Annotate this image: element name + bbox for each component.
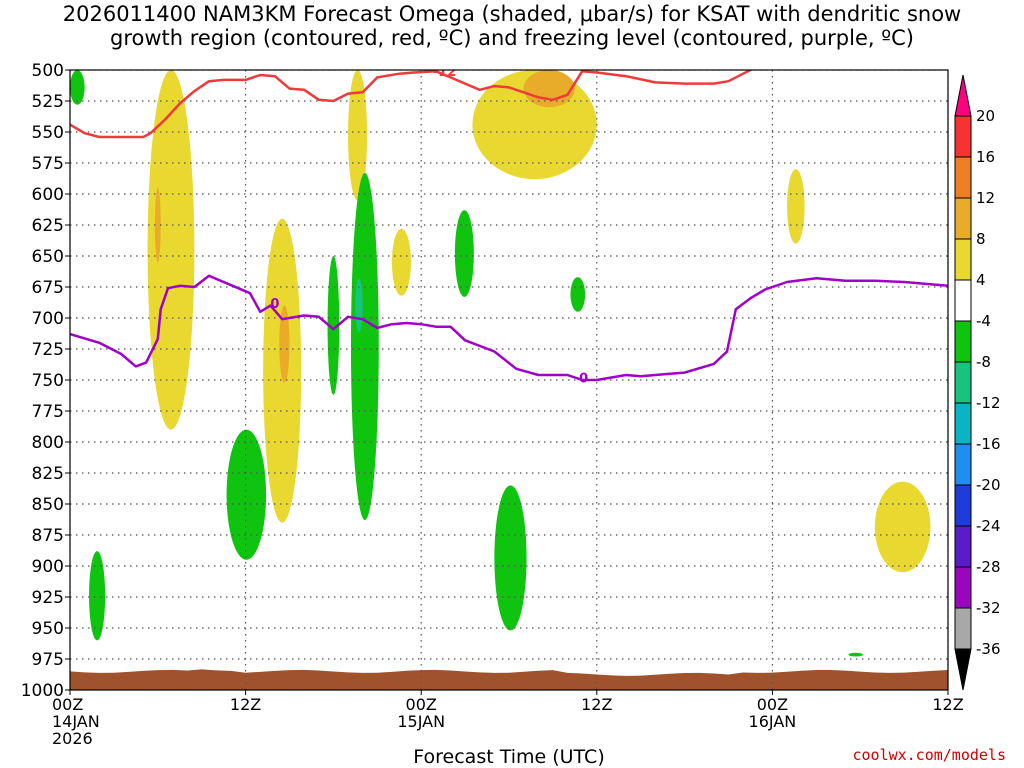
colorbar-label-6: -8 xyxy=(976,353,991,371)
colorbar-label-8: -16 xyxy=(976,435,1001,453)
colorbar-segment-11 xyxy=(954,525,972,568)
y-tick-label-725: 725 xyxy=(32,340,64,360)
colorbar-segment-4 xyxy=(954,238,972,281)
x-tick-label-2-0: 00Z xyxy=(406,695,437,714)
y-tick-label-875: 875 xyxy=(32,526,64,546)
omega-region-8 xyxy=(787,169,805,244)
y-tick-label-525: 525 xyxy=(32,92,64,112)
colorbar-label-13: -36 xyxy=(976,640,1001,658)
y-tick-label-900: 900 xyxy=(32,557,64,577)
colorbar-label-11: -28 xyxy=(976,558,1001,576)
y-tick-label-825: 825 xyxy=(32,464,64,484)
colorbar-label-2: 12 xyxy=(976,189,995,207)
y-tick-label-500: 500 xyxy=(32,61,64,81)
omega-region-12 xyxy=(226,429,267,560)
y-tick-label-950: 950 xyxy=(32,619,64,639)
colorbar-bottom-triangle xyxy=(954,648,972,691)
y-tick-label-600: 600 xyxy=(32,185,64,205)
x-tick-label-4-0: 00Z xyxy=(757,695,788,714)
colorbar-segment-12 xyxy=(954,566,972,609)
terrain-band xyxy=(70,669,948,690)
omega-region-18 xyxy=(494,485,527,631)
credit-text: coolwx.com/models xyxy=(852,746,1006,764)
x-axis-label: Forecast Time (UTC) xyxy=(413,746,605,768)
omega-region-5 xyxy=(391,228,411,296)
chart-title: 2026011400 NAM3KM Forecast Omega (shaded… xyxy=(62,2,962,50)
colorbar-segment-10 xyxy=(954,484,972,527)
omega-region-19 xyxy=(848,652,864,657)
omega-region-13 xyxy=(327,256,340,395)
colorbar-label-10: -24 xyxy=(976,517,1001,535)
colorbar-top-triangle xyxy=(954,74,972,117)
y-tick-label-675: 675 xyxy=(32,278,64,298)
contour-label-purple-1: 0 xyxy=(579,371,588,386)
y-tick-label-650: 650 xyxy=(32,247,64,267)
colorbar-segment-2 xyxy=(954,156,972,199)
y-tick-label-575: 575 xyxy=(32,154,64,174)
colorbar-segment-9 xyxy=(954,443,972,486)
colorbar-label-12: -32 xyxy=(976,599,1001,617)
x-tick-label-2-1: 15JAN xyxy=(397,712,445,731)
x-tick-label-4-1: 16JAN xyxy=(749,712,797,731)
y-tick-label-925: 925 xyxy=(32,588,64,608)
contour-line-0 xyxy=(70,70,890,139)
y-tick-label-625: 625 xyxy=(32,216,64,236)
colorbar-segment-6 xyxy=(954,320,972,363)
omega-region-1 xyxy=(154,187,161,263)
x-tick-label-0-1: 14JAN xyxy=(52,712,100,731)
omega-region-7 xyxy=(523,70,575,108)
y-tick-label-800: 800 xyxy=(32,433,64,453)
colorbar-segment-3 xyxy=(954,197,972,240)
y-tick-label-550: 550 xyxy=(32,123,64,143)
colorbar-label-5: -4 xyxy=(976,312,991,330)
omega-region-3 xyxy=(279,305,290,383)
omega-region-14 xyxy=(350,172,379,521)
contour-label-red: -12 xyxy=(433,65,457,80)
omega-region-4 xyxy=(348,70,368,201)
colorbar-label-9: -20 xyxy=(976,476,1001,494)
contour-label-purple-0: 0 xyxy=(270,297,279,312)
x-tick-label-5-0: 12Z xyxy=(932,695,963,714)
colorbar-label-7: -12 xyxy=(976,394,1001,412)
y-tick-label-850: 850 xyxy=(32,495,64,515)
omega-region-16 xyxy=(454,210,474,297)
omega-region-10 xyxy=(70,70,85,105)
y-tick-label-700: 700 xyxy=(32,309,64,329)
contour-line-1 xyxy=(70,274,948,382)
x-tick-label-0-0: 00Z xyxy=(52,695,83,714)
omega-region-9 xyxy=(874,481,931,573)
colorbar-label-4: 4 xyxy=(976,271,986,289)
colorbar-label-3: 8 xyxy=(976,230,986,248)
omega-region-11 xyxy=(89,551,106,641)
colorbar-segment-7 xyxy=(954,361,972,404)
x-tick-label-0-2: 2026 xyxy=(52,729,93,748)
omega-region-0 xyxy=(147,70,195,430)
y-tick-label-1000: 1000 xyxy=(21,681,64,701)
plot-area: -12 0 0 xyxy=(70,65,948,690)
colorbar-segment-8 xyxy=(954,402,972,445)
colorbar-segment-5 xyxy=(954,279,972,322)
x-tick-label-1-0: 12Z xyxy=(230,695,261,714)
y-tick-label-975: 975 xyxy=(32,650,64,670)
colorbar-label-0: 20 xyxy=(976,107,995,125)
y-tick-label-750: 750 xyxy=(32,371,64,391)
x-tick-label-3-0: 12Z xyxy=(581,695,612,714)
omega-region-17 xyxy=(570,277,586,312)
colorbar-segment-13 xyxy=(954,607,972,650)
colorbar-label-1: 16 xyxy=(976,148,995,166)
y-tick-label-775: 775 xyxy=(32,402,64,422)
colorbar-segment-1 xyxy=(954,115,972,158)
